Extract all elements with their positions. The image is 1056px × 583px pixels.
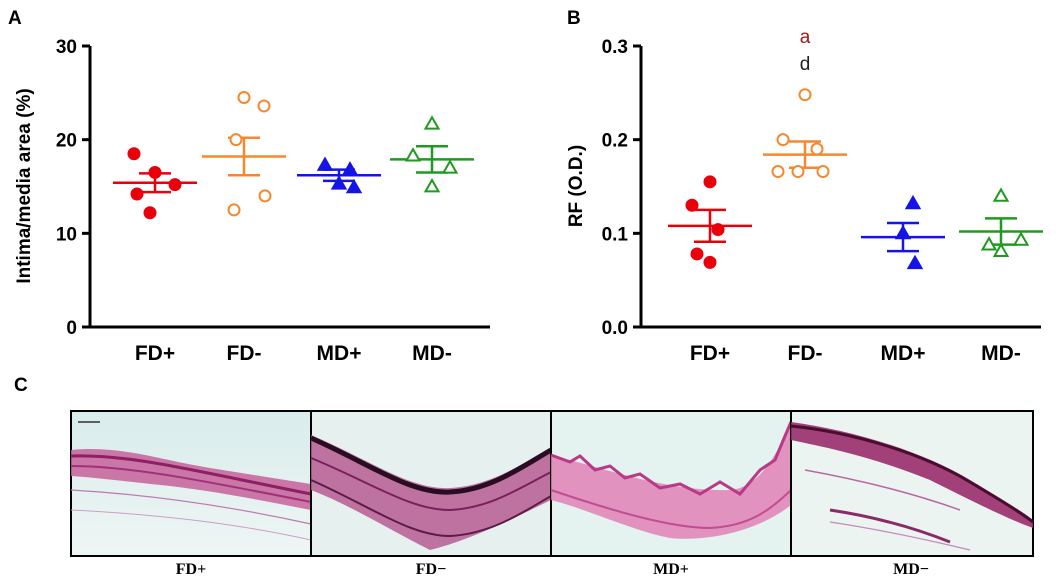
data-point (1012, 231, 1030, 246)
y-tick-label: 10 (56, 224, 77, 245)
data-point (423, 115, 441, 130)
y-tick-label: 0.1 (602, 224, 629, 245)
micrograph-label-md-minus: MD− (893, 561, 929, 578)
data-point (143, 206, 157, 220)
data-point (906, 254, 924, 270)
data-point (423, 177, 441, 193)
data-point (345, 178, 363, 194)
data-point (404, 147, 422, 162)
data-point (771, 165, 785, 179)
data-point (798, 88, 812, 102)
data-point (341, 161, 359, 176)
micrograph-md-minus (790, 410, 1034, 557)
panel-label-a: A (8, 8, 22, 29)
panel-label-c: C (14, 375, 28, 396)
x-tick-label: FD- (227, 342, 262, 365)
data-point (690, 247, 704, 261)
data-point (330, 175, 348, 190)
data-point (685, 198, 699, 212)
x-tick-label: FD+ (690, 342, 730, 365)
data-point (258, 189, 272, 203)
y-tick-label: 0.2 (602, 131, 628, 152)
chart-rf-od: 0.0 0.1 0.2 0.3 RF (O.D.) FD+ FD- MD+ MD-ad (566, 27, 1043, 365)
panel-label-b: B (567, 8, 581, 29)
y-axis-label: Intima/media area (%) (14, 88, 35, 283)
y-tick-label: 0.3 (602, 37, 628, 58)
data-point (316, 156, 334, 171)
micrograph-fd-minus (309, 410, 553, 557)
data-point (711, 223, 725, 237)
x-tick-label: MD+ (881, 342, 926, 365)
data-point (127, 147, 141, 161)
data-point (810, 142, 824, 156)
y-tick-label: 0 (66, 318, 77, 339)
data-point (257, 99, 271, 113)
micrograph-label-fd-plus: FD+ (175, 561, 207, 578)
data-point (992, 187, 1010, 202)
x-tick-label: MD- (412, 342, 452, 365)
x-tick-label: FD+ (135, 342, 175, 365)
histology-micrograph-strip (70, 410, 1034, 557)
micrograph-label-md-plus: MD+ (653, 561, 689, 578)
y-tick-label: 20 (56, 131, 77, 152)
data-point (227, 203, 241, 217)
data-point (904, 194, 922, 210)
y-tick-label: 30 (56, 37, 77, 58)
data-point (776, 133, 790, 147)
data-point (894, 224, 912, 240)
micrograph-label-fd-minus: FD− (415, 561, 447, 578)
x-tick-label: MD+ (317, 342, 362, 365)
data-point (237, 91, 251, 105)
data-point (168, 178, 182, 192)
y-tick-label: 0.0 (602, 318, 628, 339)
data-point (703, 255, 717, 269)
micrograph-fd-plus (70, 410, 312, 557)
data-point (816, 165, 830, 179)
y-axis-label: RF (O.D.) (566, 145, 587, 227)
chart-intima-media-area: 0 10 20 30 Intima/media area (%) FD+ FD- MD+ MD- (14, 37, 490, 365)
data-point (148, 165, 162, 179)
data-point (980, 236, 998, 251)
micrograph-md-plus (550, 410, 793, 557)
data-point (791, 165, 805, 179)
data-point (441, 159, 459, 174)
significance-letter: d (800, 54, 811, 75)
data-point (229, 133, 243, 147)
x-tick-label: FD- (788, 342, 823, 365)
data-point (130, 187, 144, 201)
x-tick-label: MD- (981, 342, 1021, 365)
significance-letter: a (800, 27, 811, 48)
data-point (703, 175, 717, 189)
data-point (992, 242, 1010, 258)
